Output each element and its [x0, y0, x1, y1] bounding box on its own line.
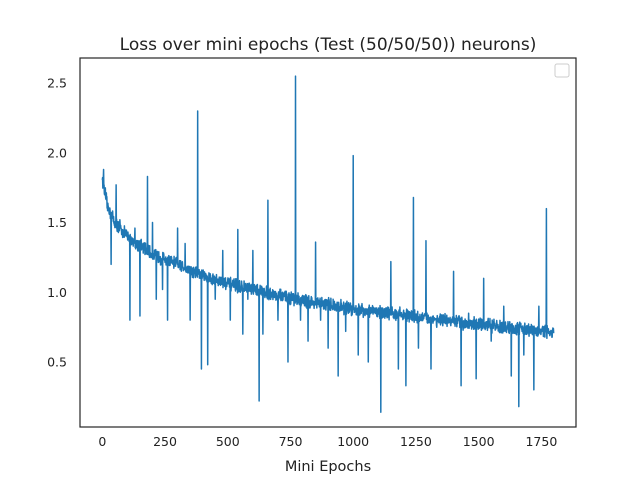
x-tick-label: 750 [279, 434, 303, 449]
y-tick-label: 1.0 [47, 285, 67, 300]
y-tick-label: 2.5 [47, 76, 67, 91]
x-tick-label: 500 [216, 434, 240, 449]
axes-frame [79, 57, 577, 428]
x-tick-label: 1000 [337, 434, 369, 449]
chart-title: Loss over mini epochs (Test (50/50/50)) … [120, 35, 537, 55]
loss-series-line [101, 75, 555, 413]
x-axis-label: Mini Epochs [285, 459, 371, 475]
x-tick-labels: 0 250 500 750 1000 1250 1500 1750 [98, 434, 557, 449]
x-tick-label: 1500 [463, 434, 495, 449]
y-tick-label: 0.5 [47, 355, 67, 370]
y-tick-label: 1.5 [47, 215, 67, 230]
legend-box [554, 63, 570, 78]
plot-area [101, 75, 555, 413]
x-tick-label: 1250 [400, 434, 432, 449]
x-tick-label: 250 [153, 434, 177, 449]
x-tick-label: 0 [98, 434, 106, 449]
x-tick-label: 1750 [525, 434, 557, 449]
y-tick-label: 2.0 [47, 145, 67, 160]
y-tick-labels: 0.5 1.0 1.5 2.0 2.5 [47, 76, 67, 370]
